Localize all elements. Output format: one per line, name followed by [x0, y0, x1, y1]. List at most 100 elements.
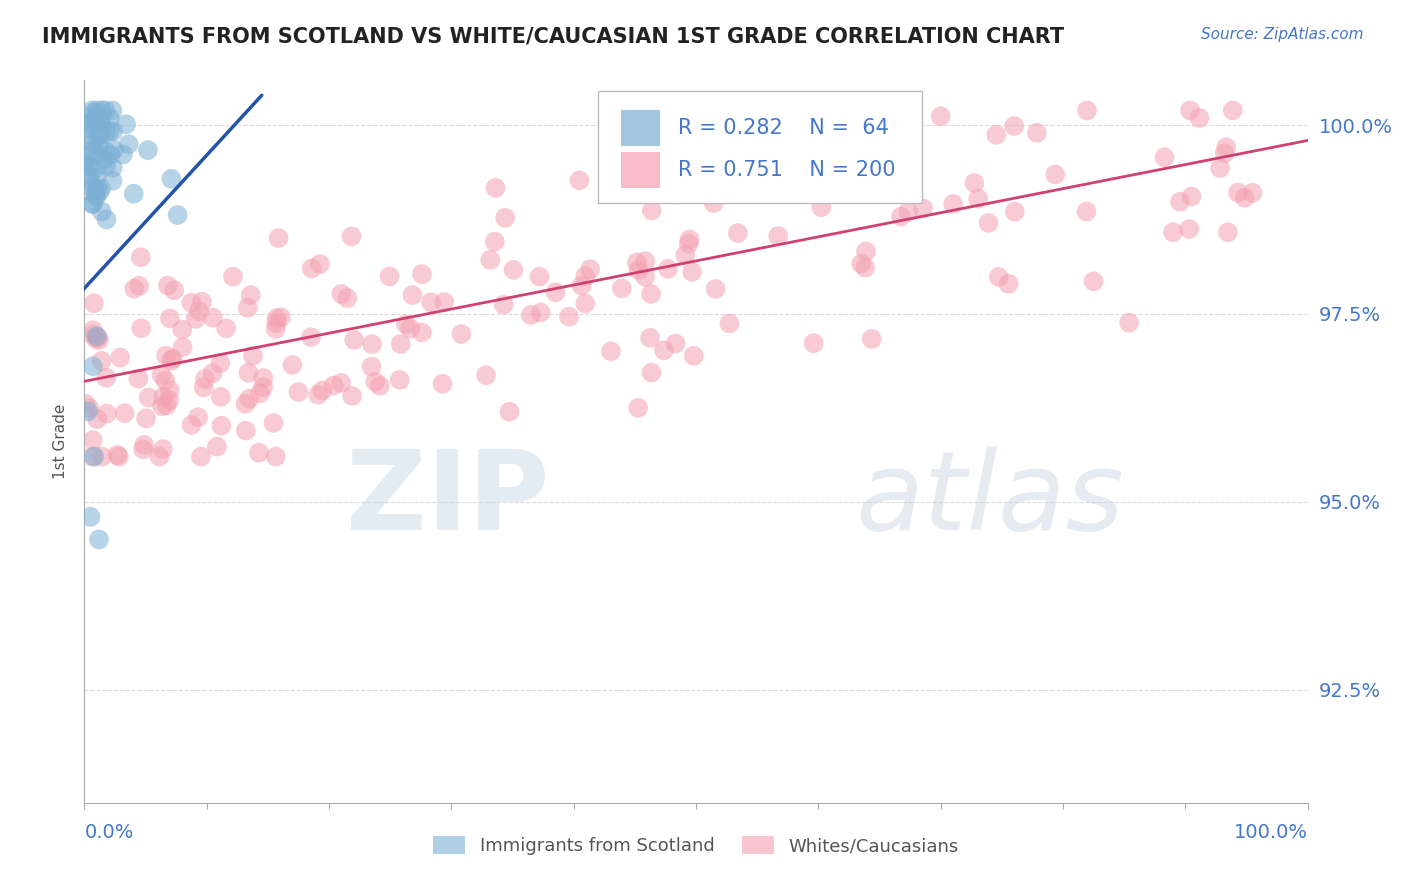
Point	[87, 129, 110, 144]
Point	[87, 139, 110, 153]
Point	[136, 143, 159, 157]
Point	[301, 261, 323, 276]
Point	[122, 186, 145, 201]
Point	[79, 121, 101, 136]
Point	[86, 181, 108, 195]
Point	[94, 159, 117, 173]
Point	[574, 296, 596, 310]
Point	[101, 161, 124, 175]
Point	[281, 358, 304, 372]
Point	[657, 261, 679, 276]
Point	[368, 378, 391, 392]
Point	[544, 285, 567, 300]
Point	[498, 405, 520, 419]
Point	[492, 298, 515, 312]
Point	[264, 322, 287, 336]
Point	[96, 212, 118, 227]
Point	[77, 401, 100, 416]
Point	[87, 333, 110, 347]
Point	[180, 295, 202, 310]
Point	[235, 424, 257, 438]
Point	[193, 380, 215, 394]
Point	[1178, 222, 1201, 236]
Text: Source: ZipAtlas.com: Source: ZipAtlas.com	[1201, 27, 1364, 42]
FancyBboxPatch shape	[621, 153, 661, 188]
Point	[813, 130, 835, 145]
Point	[1004, 204, 1026, 219]
Point	[433, 294, 456, 309]
Point	[665, 336, 688, 351]
Point	[83, 450, 105, 464]
Point	[249, 386, 271, 401]
Point	[855, 244, 877, 259]
Point	[529, 269, 551, 284]
Point	[1216, 225, 1239, 239]
Point	[160, 353, 183, 368]
Point	[82, 197, 104, 211]
Point	[184, 311, 207, 326]
Point	[890, 210, 912, 224]
Point	[191, 294, 214, 309]
Point	[519, 308, 541, 322]
Point	[135, 411, 157, 425]
Point	[238, 392, 260, 406]
Point	[77, 173, 100, 187]
Point	[634, 254, 657, 268]
Point	[190, 450, 212, 464]
Point	[1233, 191, 1256, 205]
Point	[83, 111, 105, 125]
Point	[299, 330, 322, 344]
Point	[84, 189, 107, 203]
Point	[395, 317, 418, 331]
Point	[82, 433, 104, 447]
Point	[86, 412, 108, 426]
Point	[242, 349, 264, 363]
Point	[1215, 140, 1237, 154]
Point	[266, 316, 288, 330]
Point	[76, 158, 98, 172]
Point	[634, 269, 657, 284]
Point	[610, 281, 633, 295]
Point	[89, 127, 111, 141]
Point	[86, 329, 108, 343]
Point	[628, 157, 651, 171]
Point	[86, 116, 108, 130]
Point	[267, 231, 290, 245]
Point	[76, 118, 98, 132]
Point	[79, 169, 101, 184]
Point	[340, 229, 363, 244]
Point	[803, 336, 825, 351]
Point	[93, 143, 115, 157]
Point	[180, 417, 202, 432]
Point	[82, 197, 104, 211]
Point	[287, 384, 309, 399]
Point	[98, 125, 121, 139]
Point	[156, 278, 179, 293]
Point	[411, 326, 433, 340]
Point	[997, 277, 1019, 291]
Point	[172, 322, 194, 336]
Point	[239, 288, 262, 302]
FancyBboxPatch shape	[598, 91, 922, 203]
Point	[883, 128, 905, 142]
Point	[1076, 103, 1098, 118]
Point	[89, 185, 111, 199]
Point	[87, 533, 110, 547]
Point	[94, 103, 117, 118]
Point	[252, 380, 274, 394]
Point	[252, 371, 274, 385]
Point	[420, 295, 443, 310]
Point	[98, 111, 121, 125]
Point	[389, 337, 412, 351]
Point	[1161, 225, 1184, 239]
Point	[1083, 274, 1105, 288]
Point	[89, 113, 111, 128]
Point	[1025, 126, 1047, 140]
Point	[75, 397, 97, 411]
Point	[156, 398, 179, 412]
Point	[83, 136, 105, 150]
Point	[84, 188, 107, 202]
Point	[75, 155, 97, 169]
Point	[986, 128, 1008, 142]
Point	[172, 340, 194, 354]
